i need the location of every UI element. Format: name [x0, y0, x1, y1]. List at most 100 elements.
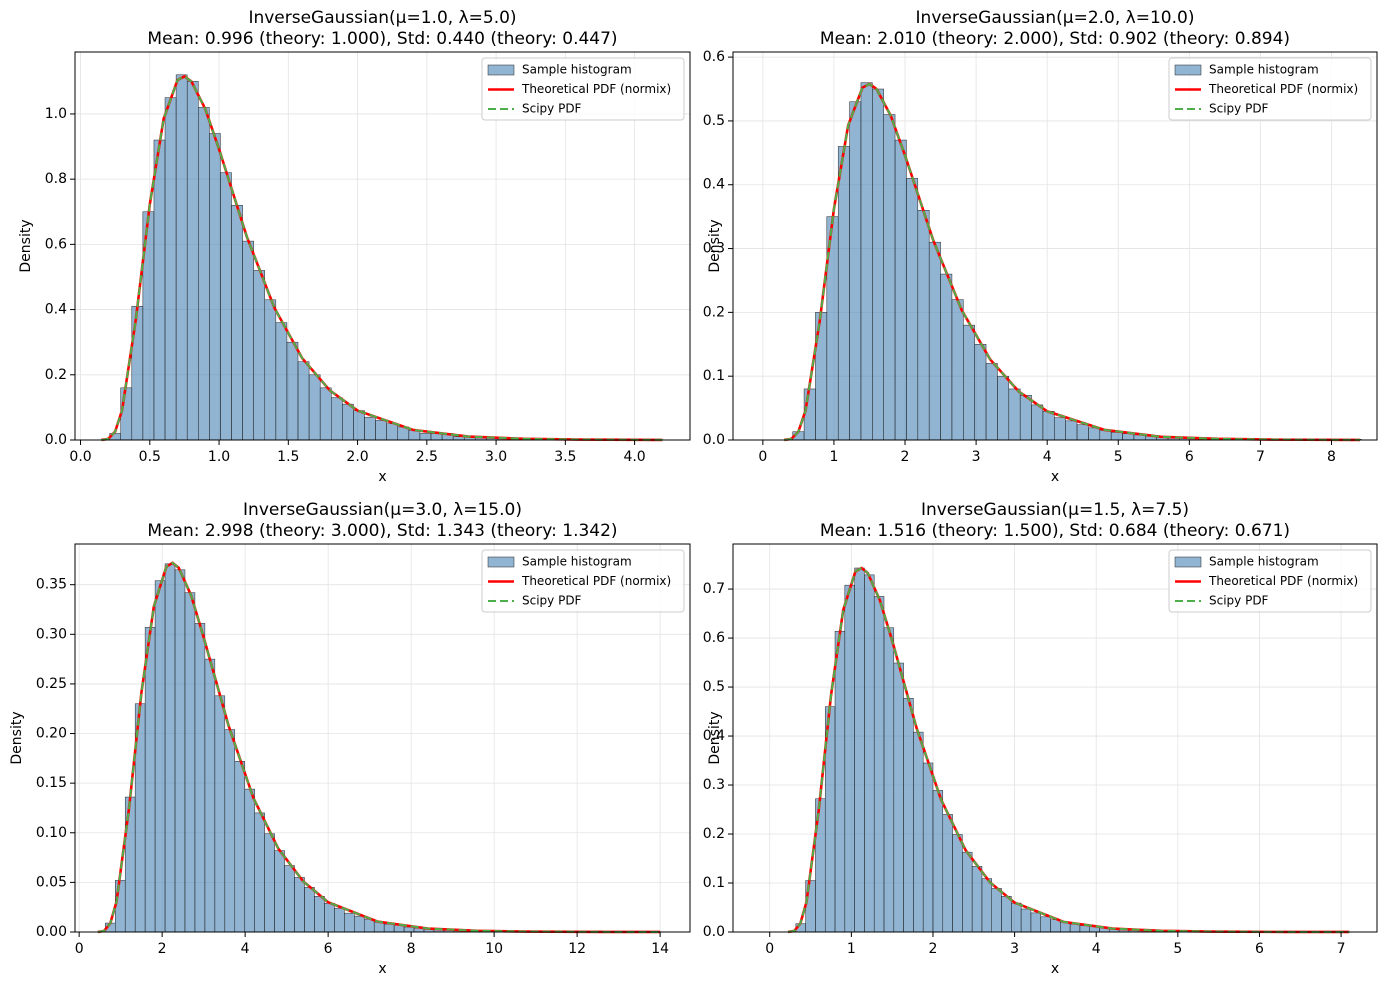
histogram-bar — [275, 322, 288, 441]
histogram-bar — [324, 902, 335, 933]
histogram-bar — [364, 416, 376, 441]
y-tick-label: 0.20 — [36, 726, 67, 742]
x-tick-label: 7 — [1337, 941, 1346, 957]
histogram-bar — [209, 133, 221, 441]
histogram-bar — [942, 814, 953, 933]
histogram-bar — [894, 139, 907, 441]
y-axis-label: Density — [707, 219, 723, 272]
histogram-bar — [334, 907, 345, 933]
x-tick-label: 14 — [651, 941, 669, 957]
pdf-line — [97, 561, 661, 933]
x-tick-label: 8 — [1327, 449, 1336, 465]
legend-label: Theoretical PDF (normix) — [521, 574, 671, 588]
x-tick-label: 0 — [75, 941, 84, 957]
histogram-bar — [913, 731, 924, 933]
x-tick-label: 10 — [485, 941, 503, 957]
y-tick-label: 0.25 — [36, 676, 67, 692]
histogram-bar — [403, 926, 415, 933]
y-tick-label: 0.05 — [36, 874, 67, 890]
histogram-bar — [1110, 432, 1123, 441]
histogram-bar — [1088, 427, 1101, 441]
histogram-bar — [419, 433, 432, 441]
histogram-bar — [1040, 916, 1051, 933]
legend-label: Sample histogram — [1209, 555, 1319, 569]
y-tick-label: 0.1 — [703, 875, 725, 891]
pdf-line — [787, 566, 1350, 933]
axes-frame — [74, 543, 691, 933]
legend-box — [481, 549, 685, 613]
histogram-bar — [962, 851, 973, 933]
y-tick-label: 0.00 — [36, 924, 67, 940]
histogram-bar — [234, 761, 245, 933]
legend-box — [481, 57, 685, 121]
histogram-bar — [254, 812, 265, 933]
histogram-bar — [231, 204, 243, 441]
histogram-bar — [903, 698, 914, 933]
x-tick-label: 8 — [407, 941, 416, 957]
histogram-bar — [997, 375, 1010, 441]
histogram-bar — [115, 880, 126, 933]
histogram-bar — [264, 833, 275, 933]
histogram-bar — [363, 918, 375, 933]
histogram-bar — [991, 888, 1002, 933]
axes-frame — [732, 51, 1378, 441]
histogram-bar — [932, 790, 944, 933]
histogram-bar — [253, 270, 266, 441]
histogram-bar — [1076, 424, 1089, 441]
x-tick-label: 1 — [847, 941, 856, 957]
y-tick-label: 0.4 — [703, 177, 725, 193]
y-tick-label: 0.10 — [36, 825, 67, 841]
pdf-line — [101, 75, 663, 441]
histogram-bar — [971, 866, 983, 933]
histogram-bar — [952, 834, 963, 933]
histogram-bar — [242, 240, 254, 441]
y-tick-label: 0.7 — [703, 581, 725, 597]
histogram-bar — [963, 324, 975, 441]
legend-swatch — [1174, 556, 1202, 568]
histogram-bar — [331, 397, 343, 441]
x-axis-label: x — [378, 961, 386, 977]
histogram-bar — [383, 923, 395, 933]
y-tick-label: 0.6 — [703, 49, 725, 65]
histogram-bar — [204, 658, 216, 933]
x-tick-label: 2 — [901, 449, 910, 465]
histogram-bar — [314, 896, 325, 933]
histogram-bar — [837, 146, 850, 441]
y-tick-label: 0.4 — [45, 302, 67, 318]
histogram-bar — [286, 341, 299, 441]
y-tick-label: 0.15 — [36, 775, 67, 791]
histogram-bar — [1079, 925, 1090, 933]
histogram-bar — [883, 627, 895, 933]
histogram-bar — [274, 850, 285, 933]
legend-label: Scipy PDF — [522, 102, 582, 116]
histogram-bar — [928, 241, 941, 441]
histogram-bar — [308, 374, 321, 441]
histogram-bar — [860, 82, 873, 441]
legend-label: Scipy PDF — [1209, 102, 1269, 116]
y-tick-label: 0.2 — [703, 826, 725, 842]
histogram-bar — [893, 662, 904, 933]
histogram-bar — [1050, 919, 1061, 933]
histogram-bar — [353, 410, 365, 441]
x-tick-label: 0.0 — [69, 449, 91, 465]
histogram-bar — [304, 887, 315, 933]
x-tick-label: 6 — [324, 941, 333, 957]
x-tick-label: 3 — [1010, 941, 1019, 957]
histogram-bar — [849, 101, 862, 441]
axes-frame — [74, 51, 691, 441]
histogram-bar — [175, 74, 188, 441]
legend-swatch — [1174, 64, 1202, 76]
y-axis-label: Density — [707, 711, 723, 764]
x-axis-label: x — [1051, 961, 1059, 977]
histogram-bar — [319, 387, 332, 441]
histogram-bar — [864, 574, 875, 933]
y-tick-label: 0.2 — [703, 304, 725, 320]
x-tick-label: 4.0 — [623, 449, 645, 465]
histogram-bar — [120, 387, 133, 441]
x-tick-label: 0.5 — [139, 449, 161, 465]
histogram-bar — [284, 865, 295, 933]
chart-subtitle: Mean: 2.010 (theory: 2.000), Std: 0.902 … — [820, 29, 1290, 49]
histogram-bar — [386, 423, 398, 441]
chart-title: InverseGaussian(μ=1.0, λ=5.0) — [248, 8, 516, 28]
legend-label: Theoretical PDF (normix) — [521, 82, 671, 96]
